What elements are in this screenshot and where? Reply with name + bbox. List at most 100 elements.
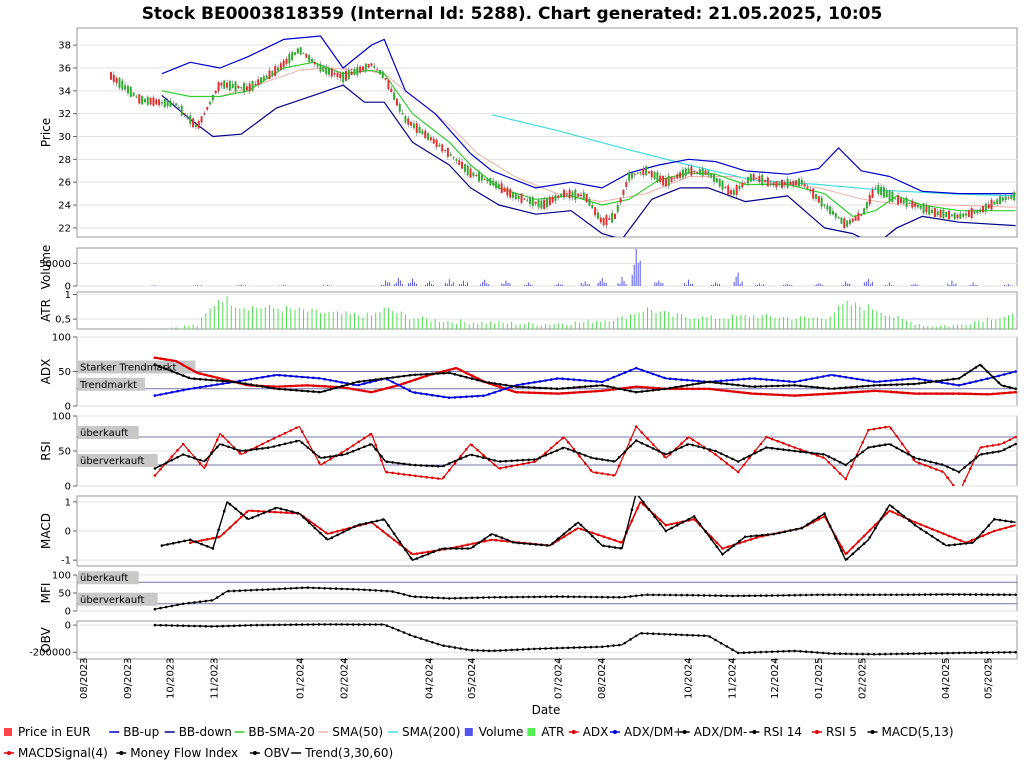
dm-minus-series-point bbox=[776, 384, 780, 388]
price-candle bbox=[217, 82, 220, 92]
obv-series-point bbox=[385, 624, 389, 627]
price-candle bbox=[325, 66, 328, 75]
mfi-series-point bbox=[589, 595, 593, 599]
dm-plus-series-point bbox=[697, 379, 700, 383]
price-candle bbox=[441, 144, 444, 152]
macd-series-point bbox=[324, 537, 328, 540]
mfi-series-point bbox=[634, 594, 638, 598]
rsi14-series-point bbox=[391, 461, 395, 464]
rsi5-series-point bbox=[731, 466, 734, 469]
price-candle bbox=[696, 171, 699, 173]
mfi-series-point bbox=[442, 596, 446, 600]
rsi14-series-point bbox=[906, 452, 910, 456]
obv-series-point bbox=[227, 624, 230, 628]
rsi14-series-point bbox=[901, 449, 904, 453]
price-candle bbox=[466, 165, 469, 176]
mfi-series-point bbox=[176, 603, 179, 607]
mfi-series-point bbox=[827, 593, 830, 597]
price-candle bbox=[367, 64, 370, 68]
rsi5-series-point bbox=[867, 428, 870, 432]
rsi14-series-point bbox=[198, 458, 202, 462]
mfi-series-point bbox=[787, 594, 791, 597]
dm-plus-series-point bbox=[680, 378, 683, 382]
dm-plus-series-point bbox=[221, 382, 225, 385]
macd-signal-series-point bbox=[891, 510, 894, 514]
dm-minus-series-point bbox=[482, 380, 485, 383]
macd-signal-series-point bbox=[857, 540, 860, 543]
price-candle bbox=[653, 172, 656, 180]
dm-minus-series-point bbox=[997, 381, 1000, 384]
price-candle bbox=[197, 120, 200, 129]
dm-minus-series-point bbox=[646, 389, 649, 393]
obv-series-point bbox=[170, 624, 174, 627]
price-candle bbox=[880, 186, 883, 195]
obv-series-point bbox=[827, 652, 830, 655]
price-candle bbox=[684, 168, 687, 176]
macd-signal-series-point bbox=[981, 534, 985, 537]
rsi14-series-point bbox=[895, 446, 898, 450]
dm-plus-series-point bbox=[555, 377, 559, 380]
price-candle bbox=[446, 148, 449, 157]
adx-series-point bbox=[600, 389, 604, 393]
adx-series-point bbox=[544, 391, 547, 395]
price-candle bbox=[342, 72, 345, 83]
dm-minus-series-point bbox=[906, 382, 910, 386]
price-candle bbox=[175, 103, 178, 106]
rsi14-series-point bbox=[300, 441, 304, 445]
price-candle bbox=[333, 72, 336, 75]
obv-series-point bbox=[204, 625, 208, 628]
price-candle bbox=[860, 214, 863, 216]
price-candle bbox=[599, 217, 602, 223]
price-candle bbox=[308, 54, 311, 62]
dm-plus-series-point bbox=[844, 375, 847, 379]
price-candle bbox=[138, 94, 141, 104]
price-candle bbox=[831, 210, 834, 215]
adx-series-point bbox=[753, 392, 757, 396]
price-ytick-label: 22 bbox=[58, 223, 71, 234]
dm-minus-series-point bbox=[170, 369, 174, 373]
mfi-series-point bbox=[221, 592, 225, 596]
price-candle bbox=[809, 190, 812, 192]
adx-zone-label: Trendmarkt bbox=[79, 380, 137, 391]
dm-minus-series-point bbox=[249, 383, 253, 386]
macd-signal-series-point bbox=[942, 532, 945, 535]
dm-minus-series-point bbox=[204, 378, 208, 381]
price-candle bbox=[735, 184, 738, 195]
rsi14-series-point bbox=[651, 447, 655, 450]
dm-minus-series-point bbox=[629, 389, 632, 393]
price-candle bbox=[277, 67, 280, 71]
mfi-series-point bbox=[368, 588, 372, 592]
obv-series-point bbox=[340, 623, 344, 626]
mfi-series-point bbox=[261, 588, 264, 591]
dm-plus-series-point bbox=[787, 380, 791, 383]
macd-signal-series-point bbox=[189, 541, 192, 544]
price-candle bbox=[220, 82, 223, 86]
rsi14-series-point bbox=[872, 445, 876, 448]
adx-series-point bbox=[521, 391, 525, 394]
macd-series-point bbox=[404, 548, 407, 552]
adx-series-point bbox=[623, 386, 627, 390]
obv-series-point bbox=[351, 623, 355, 626]
price-candle bbox=[554, 195, 557, 201]
obv-series-point bbox=[448, 645, 451, 648]
dm-minus-series-point bbox=[1014, 387, 1017, 391]
rsi14-series-point bbox=[787, 449, 791, 452]
price-candle bbox=[211, 94, 214, 101]
macd-signal-series-point bbox=[715, 541, 719, 544]
rsi14-series-point bbox=[736, 460, 740, 463]
rsi14-series-point bbox=[493, 459, 496, 462]
rsi14-series-point bbox=[702, 446, 706, 450]
macd-series-point bbox=[585, 529, 588, 532]
rsi5-series-point bbox=[765, 435, 768, 439]
macd-series-point bbox=[455, 547, 458, 550]
dm-minus-series-point bbox=[159, 365, 162, 369]
mfi-series-point bbox=[397, 591, 400, 595]
price-candle bbox=[313, 62, 316, 65]
price-candle bbox=[871, 189, 874, 198]
macd-series-point bbox=[262, 511, 266, 515]
rsi5-series-point bbox=[958, 492, 961, 495]
adx-series-point bbox=[799, 394, 802, 397]
adx-ytick-label: 50 bbox=[58, 367, 71, 378]
price-candle bbox=[950, 214, 953, 217]
mfi-series-point bbox=[595, 595, 598, 599]
